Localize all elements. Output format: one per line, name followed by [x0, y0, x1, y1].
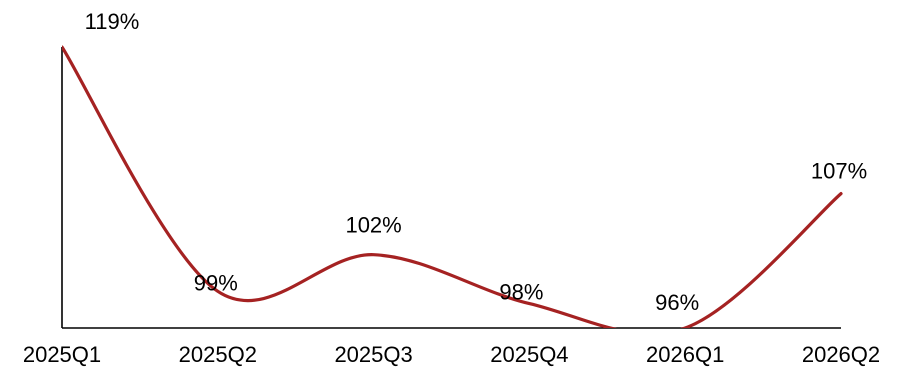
x-tick-label-2025Q2: 2025Q2 — [179, 342, 257, 367]
x-tick-label-2025Q3: 2025Q3 — [334, 342, 412, 367]
data-label-2026Q1: 96% — [655, 290, 699, 315]
x-tick-label-2026Q1: 2026Q1 — [646, 342, 724, 367]
x-tick-label-2025Q4: 2025Q4 — [490, 342, 568, 367]
series-line — [62, 45, 843, 328]
x-tick-label-2026Q2: 2026Q2 — [802, 342, 880, 367]
x-tick-label-2025Q1: 2025Q1 — [23, 342, 101, 367]
data-label-2025Q2: 99% — [194, 270, 238, 295]
data-label-2025Q1: 119% — [85, 9, 140, 34]
data-label-2025Q3: 102% — [345, 213, 401, 238]
x-tick-layer: 2025Q1 2025Q2 2025Q3 2025Q4 2026Q1 2026Q2 — [23, 342, 880, 367]
plot-area: 119% 99% 102% 98% 96% 107% 2025Q1 2025Q2 2025Q3… — [23, 9, 880, 367]
series-layer — [62, 45, 843, 328]
data-label-layer: 119% 99% 102% 98% 96% 107% — [85, 9, 867, 315]
data-label-2026Q2: 107% — [811, 159, 867, 184]
data-label-2025Q4: 98% — [499, 280, 543, 305]
